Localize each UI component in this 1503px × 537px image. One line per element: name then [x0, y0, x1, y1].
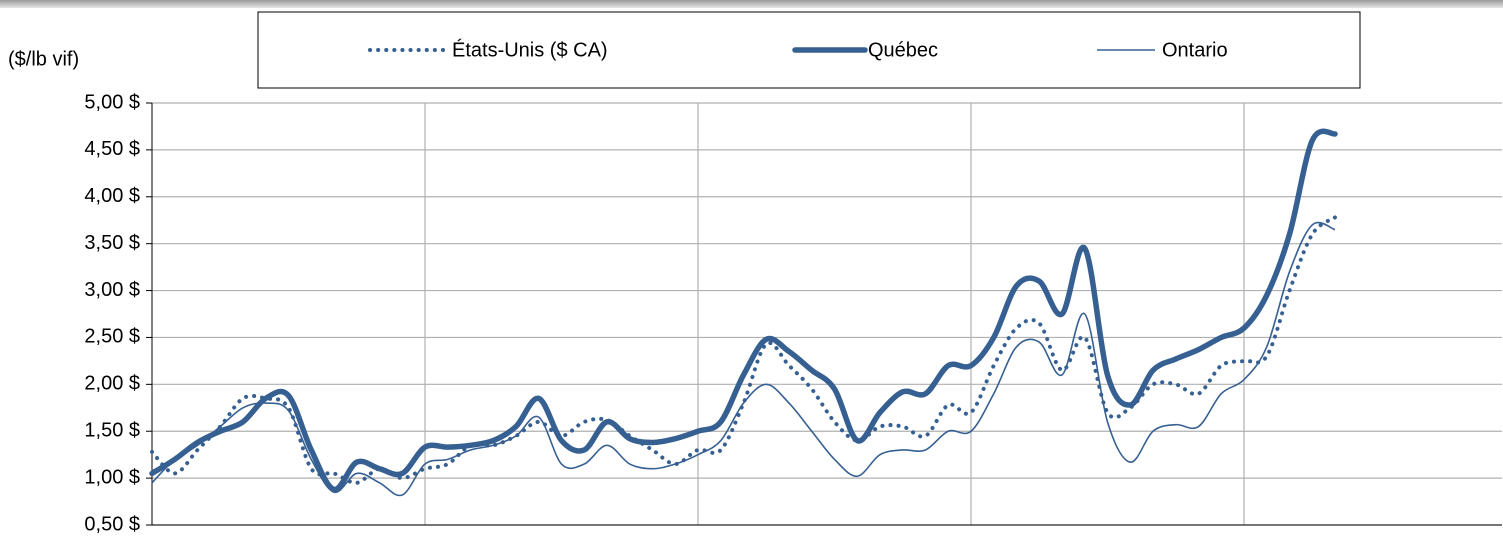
y-tick-label: 1,50 $	[84, 420, 140, 442]
y-tick-label: 4,50 $	[84, 138, 140, 160]
y-tick-label: 2,50 $	[84, 326, 140, 348]
series-line	[151, 221, 1336, 497]
series-line	[150, 215, 1337, 485]
y-tick-label: 1,00 $	[84, 466, 140, 488]
legend-label: Québec	[868, 39, 938, 61]
y-tick-label: 3,50 $	[84, 232, 140, 254]
legend-label: États-Unis ($ CA)	[452, 38, 608, 61]
top-bar	[0, 0, 1503, 8]
series-line	[149, 128, 1338, 493]
y-axis-label: ($/lb vif)	[8, 48, 79, 70]
legend-label: Ontario	[1162, 39, 1228, 61]
y-tick-label: 2,00 $	[84, 373, 140, 395]
y-tick-label: 5,00 $	[84, 91, 140, 113]
y-tick-label: 4,00 $	[84, 185, 140, 207]
y-tick-label: 0,50 $	[84, 513, 140, 535]
y-tick-label: 3,00 $	[84, 279, 140, 301]
